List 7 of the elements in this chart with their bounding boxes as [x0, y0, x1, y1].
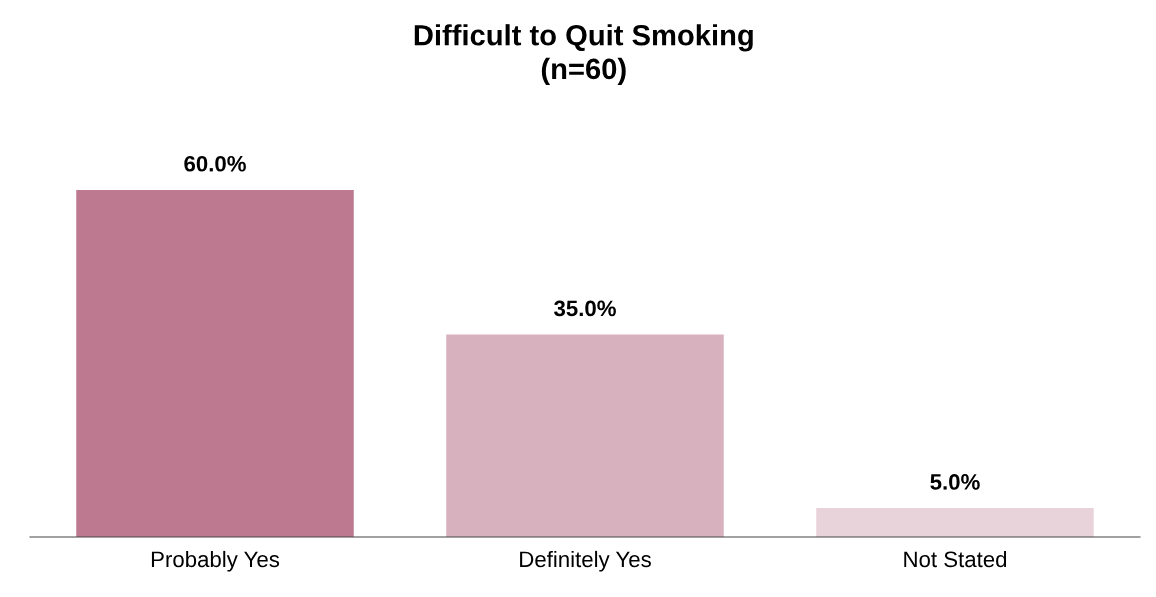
x-tick-label: Not Stated	[904, 550, 1007, 568]
data-label: 35.0%	[554, 300, 616, 317]
data-label: 5.0%	[930, 474, 980, 490]
data-label: 60.0%	[184, 155, 246, 172]
chart-title: Difficult to Quit Smoking (n=60)	[414, 24, 753, 85]
x-tick-label: Definitely Yes	[520, 550, 651, 572]
x-tick-label: Probably Yes	[151, 550, 280, 572]
